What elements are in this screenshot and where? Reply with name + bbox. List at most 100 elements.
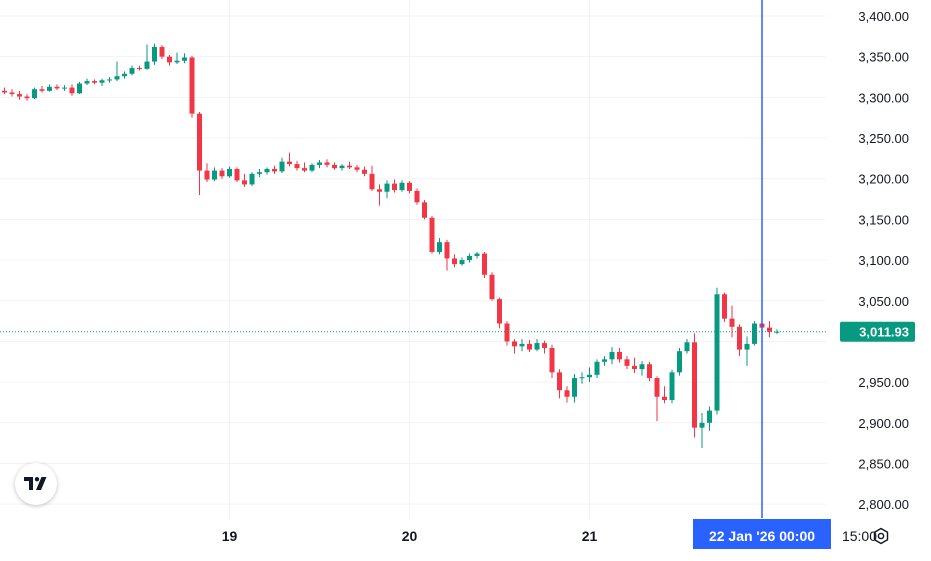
candle [429, 216, 435, 254]
candle [377, 184, 382, 206]
candle-body [564, 390, 570, 397]
candle [617, 347, 622, 363]
candle-body [707, 410, 712, 423]
candle-body [602, 359, 607, 362]
candle-body [242, 180, 247, 185]
price-tick-label: 3,150.00 [858, 212, 909, 227]
candle-body [369, 173, 375, 190]
candle [354, 164, 360, 173]
candle [564, 386, 570, 403]
candle-body [69, 87, 75, 94]
candle [647, 361, 652, 382]
candle-body [534, 343, 540, 350]
candle [69, 84, 75, 96]
tradingview-logo[interactable] [15, 463, 57, 505]
settings-button[interactable] [870, 525, 892, 547]
candle-body [647, 364, 652, 379]
candle [722, 292, 727, 322]
price-tick-label: 2,850.00 [858, 456, 909, 471]
candle-body [729, 318, 735, 327]
candle [422, 199, 427, 220]
candle [99, 78, 105, 86]
candle-body [377, 189, 382, 192]
candle [407, 181, 412, 194]
candle-body [669, 372, 675, 401]
candles [2, 43, 780, 449]
candle-body [294, 164, 300, 169]
candle-body [54, 86, 60, 89]
candle-body [249, 173, 255, 185]
candle-body [212, 170, 217, 180]
candle-body [189, 57, 195, 114]
candle [399, 180, 405, 192]
candle [174, 52, 180, 65]
candle-body [24, 96, 30, 99]
candle [527, 339, 532, 353]
candle-body [39, 89, 45, 91]
candle-body [617, 352, 622, 360]
candle-body [609, 352, 615, 360]
candle [452, 254, 457, 268]
candle [482, 251, 487, 278]
candle-body [279, 161, 285, 172]
candle-body [204, 170, 210, 180]
crosshair-time-label: 22 Jan '26 00:00 [709, 528, 815, 544]
price-tick-label: 3,300.00 [858, 90, 909, 105]
candle [272, 165, 277, 174]
candle [294, 160, 300, 171]
price-tick-label: 3,200.00 [858, 172, 909, 187]
candle-body [444, 242, 450, 259]
candle-body [767, 327, 772, 332]
candle [639, 360, 645, 376]
candle [534, 338, 540, 352]
candle-body [587, 374, 592, 378]
last-price-label: 3,011.93 [859, 325, 909, 340]
last-price-badge: 3,011.93 [840, 321, 915, 342]
candle [684, 338, 690, 354]
candle [392, 179, 397, 193]
candle [384, 180, 390, 199]
candle-body [197, 113, 202, 171]
candle [692, 333, 697, 438]
candle-body [384, 183, 390, 192]
candle-body [152, 46, 157, 62]
candle-body [62, 87, 67, 89]
candle [324, 159, 330, 168]
candle [234, 167, 240, 182]
candle [369, 165, 375, 191]
candle-body [234, 168, 240, 181]
candle-body [744, 343, 750, 350]
candle-body [557, 372, 562, 391]
candle [92, 79, 97, 85]
price-tick-label: 3,050.00 [858, 294, 909, 309]
candle-body [662, 396, 667, 401]
candle-body [2, 90, 7, 93]
time-tick-label: 15:00 [842, 528, 877, 544]
candle [279, 157, 285, 174]
price-axis-panel[interactable] [826, 0, 931, 556]
candle-body [549, 347, 555, 373]
candle [129, 65, 135, 76]
candle-body [32, 89, 37, 99]
candle [249, 172, 255, 187]
candle-body [257, 172, 262, 174]
candle-body [527, 343, 532, 350]
candle [332, 162, 337, 170]
candle [317, 160, 322, 169]
candle [699, 413, 705, 449]
candle-body [542, 343, 547, 348]
candle [77, 81, 82, 95]
candle-body [512, 341, 517, 347]
candle [549, 344, 555, 379]
candle [84, 78, 90, 86]
crosshair-time-badge: 22 Jan '26 00:00 [693, 519, 831, 549]
candle [467, 253, 472, 263]
time-tick-label: 21 [582, 528, 598, 544]
candle [39, 85, 45, 93]
candle [729, 305, 735, 338]
candle-body [714, 294, 720, 411]
candle [677, 347, 682, 376]
candle-body [579, 377, 585, 379]
